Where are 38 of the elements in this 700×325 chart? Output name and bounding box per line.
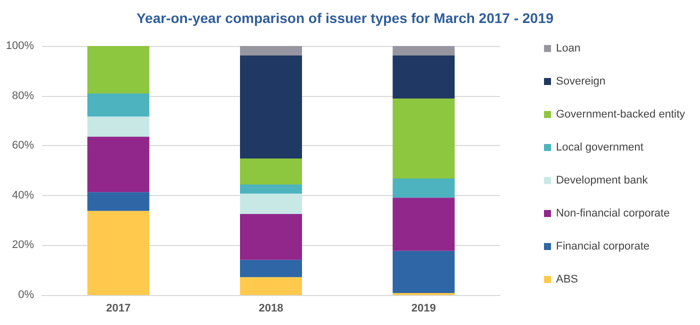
bar [392,178,455,198]
bar [240,277,302,295]
legend-label: Development bank [556,174,648,186]
bar [392,98,455,178]
y-tick-label: 40% [12,189,34,202]
y-tick-label: 0% [18,289,34,301]
bar [87,210,150,295]
y-tick-label: 60% [12,140,34,152]
bar [87,192,150,211]
legend-label: Non-financial corporate [556,208,670,220]
bar [87,136,150,192]
bar [240,46,302,56]
bar [87,116,150,137]
bar [240,158,302,184]
y-tick-label: 80% [12,90,34,102]
legend-label: ABS [556,274,578,286]
bar [240,214,302,260]
bar [240,55,302,159]
legend-label: Financial corporate [556,240,650,252]
y-tick-label: 100% [6,40,34,52]
chart-title: Year-on-year comparison of issuer types for March 2017 - 2019 [136,10,554,26]
legend-label: Sovereign [556,76,606,88]
bar [87,94,150,116]
x-tick-label: 2018 [258,302,284,314]
legend-label: Government-backed entity [556,108,686,120]
x-tick-label: 2017 [106,302,131,314]
bar [392,198,455,251]
bar [392,250,455,294]
bar [87,46,150,94]
bar [240,194,302,214]
bar [392,55,455,99]
bar [240,260,302,278]
y-tick-label: 20% [12,239,34,252]
x-tick-label: 2019 [411,302,436,314]
bar [240,184,302,194]
legend-label: Loan [556,42,580,54]
bar [392,46,455,56]
legend-label: Local government [556,142,644,154]
